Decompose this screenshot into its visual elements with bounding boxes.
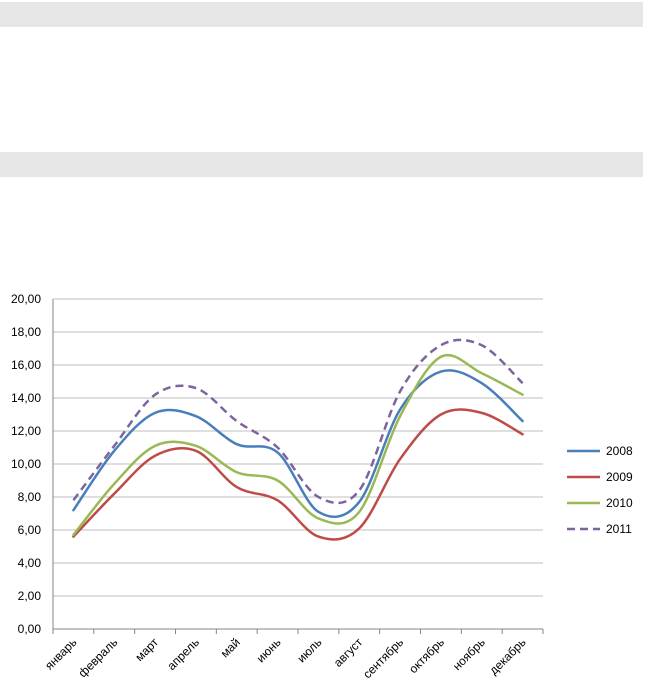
- x-tick-label: декабрь: [487, 635, 529, 677]
- series-line-2008: [72, 369, 524, 519]
- y-tick-label: 10,00: [11, 457, 41, 471]
- x-tick-label: октябрь: [406, 635, 447, 676]
- x-tick-label: январь: [42, 635, 79, 672]
- legend: 2008 2009 2010 2011: [567, 444, 633, 536]
- x-tick-label: март: [132, 635, 161, 664]
- y-tick-label: 4,00: [18, 556, 42, 570]
- x-tick-label: апрель: [164, 635, 202, 673]
- x-tick-label: сентябрь: [360, 635, 406, 681]
- y-tick-label: 16,00: [11, 358, 41, 372]
- y-tick-label: 0,00: [18, 622, 42, 636]
- series-line-2010: [72, 353, 524, 537]
- y-tick-label: 20,00: [11, 292, 41, 306]
- series-lines: [72, 338, 524, 541]
- x-tick-label: февраль: [75, 635, 120, 680]
- y-tick-label: 14,00: [11, 391, 41, 405]
- series-line-2009: [72, 408, 524, 541]
- x-tick-label: июнь: [254, 635, 284, 665]
- x-tick-label: июль: [294, 635, 324, 665]
- x-tick-label: май: [218, 635, 243, 660]
- y-tick-label: 12,00: [11, 424, 41, 438]
- section-band: [0, 152, 643, 177]
- legend-label: 2010: [606, 496, 633, 510]
- gridlines: [53, 298, 543, 630]
- y-tick-label: 8,00: [18, 490, 42, 504]
- legend-label: 2009: [606, 470, 633, 484]
- header-band: [0, 2, 643, 27]
- legend-label: 2011: [606, 522, 632, 536]
- y-tick-label: 6,00: [18, 523, 42, 537]
- series-line-2011: [72, 338, 524, 505]
- axes: 0,00 2,00 4,00 6,00 8,00 10,00 12,00 14,00 16,00…: [11, 292, 544, 681]
- y-tick-label: 2,00: [18, 589, 42, 603]
- y-tick-label: 18,00: [11, 325, 41, 339]
- legend-label: 2008: [606, 444, 633, 458]
- x-tick-label: ноябрь: [450, 635, 488, 673]
- x-tick-label: август: [331, 635, 366, 670]
